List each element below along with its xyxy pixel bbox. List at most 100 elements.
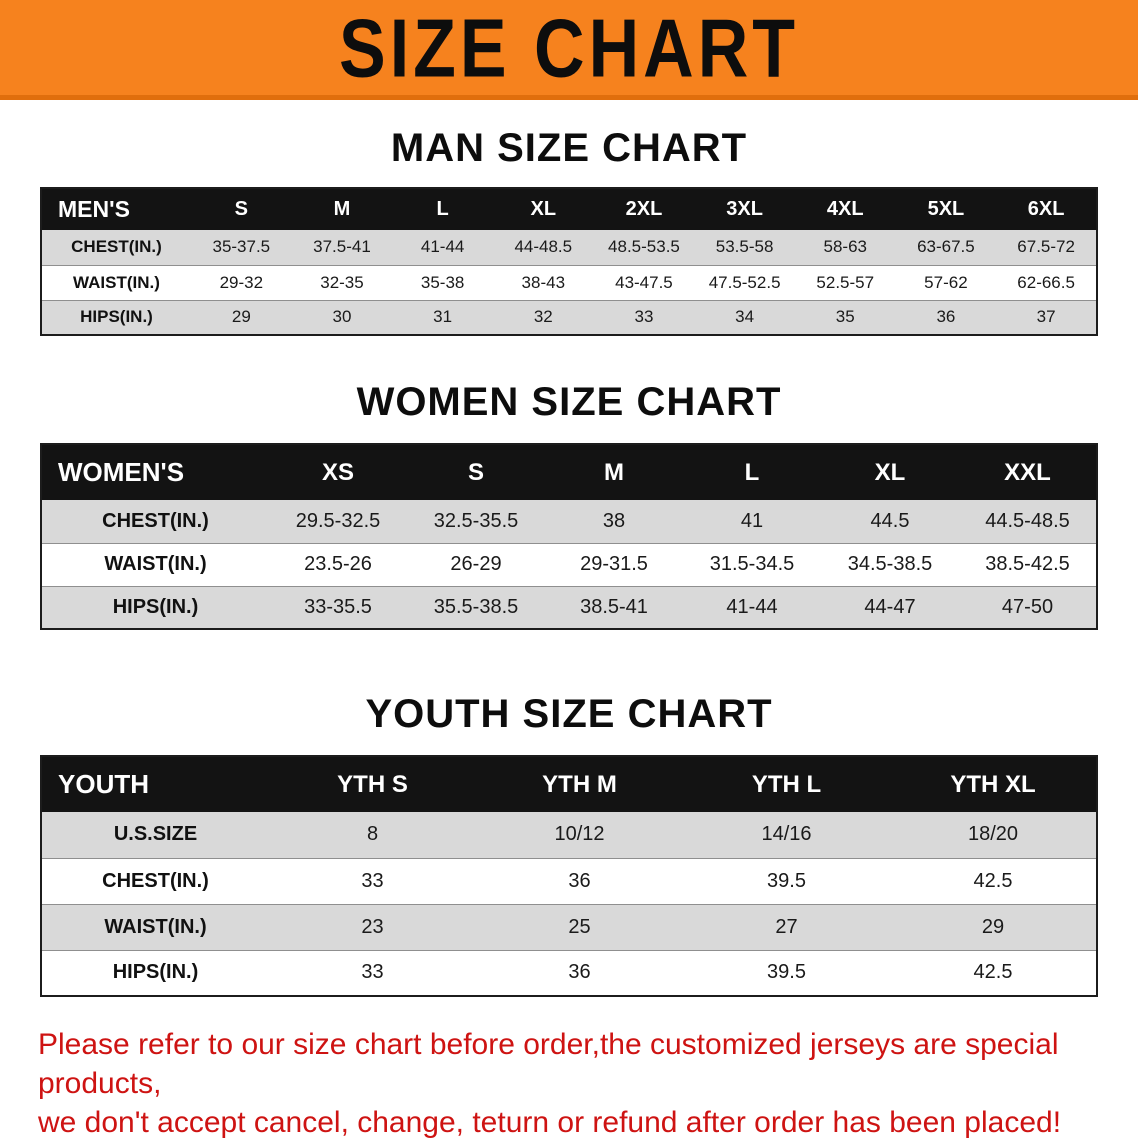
table-header-row: YOUTH YTH S YTH M YTH L YTH XL (41, 756, 1097, 812)
table-cell: 44-48.5 (492, 230, 594, 266)
row-label: HIPS(IN.) (41, 950, 269, 997)
table-cell: 38.5-42.5 (959, 543, 1097, 587)
men-section-heading: MAN SIZE CHART (390, 126, 748, 170)
row-label: HIPS(IN.) (41, 586, 269, 630)
table-row: U.S.SIZE 8 10/12 14/16 18/20 (41, 812, 1097, 859)
table-cell: 35 (794, 300, 896, 336)
women-size-section: WOMEN SIZE CHART WOMEN'S XS S M L XL XXL CHEST(… (0, 380, 1138, 630)
size-column-header: YTH M (476, 756, 683, 812)
table-cell: 44.5-48.5 (959, 500, 1097, 544)
table-cell: 35.5-38.5 (407, 586, 545, 630)
disclaimer: Please refer to our size chart before or… (38, 1025, 1118, 1142)
table-row: WAIST(IN.) 29-32 32-35 35-38 38-43 43-47.5 47.… (41, 265, 1097, 301)
row-label: HIPS(IN.) (41, 300, 191, 336)
table-cell: 32.5-35.5 (407, 500, 545, 544)
table-cell: 14/16 (683, 812, 890, 859)
men-size-table: MEN'S S M L XL 2XL 3XL 4XL 5XL 6XL CHEST(IN.) 35-37… (40, 187, 1098, 336)
table-cell: 32-35 (291, 265, 393, 301)
table-cell: 23.5-26 (269, 543, 407, 587)
row-label: CHEST(IN.) (41, 230, 191, 266)
table-row: HIPS(IN.) 29 30 31 32 33 34 35 36 37 (41, 300, 1097, 336)
table-cell: 44-47 (821, 586, 959, 630)
table-cell: 63-67.5 (895, 230, 997, 266)
row-label: WAIST(IN.) (41, 543, 269, 587)
size-column-header: L (683, 444, 821, 500)
table-cell: 41 (683, 500, 821, 544)
size-column-header: 2XL (593, 188, 695, 230)
table-cell: 29 (890, 904, 1097, 951)
row-label: CHEST(IN.) (41, 858, 269, 905)
women-size-table: WOMEN'S XS S M L XL XXL CHEST(IN.) 29.5-32.5 32.5… (40, 443, 1098, 630)
size-column-header: L (392, 188, 493, 230)
table-cell: 33 (593, 300, 695, 336)
table-cell: 57-62 (895, 265, 997, 301)
table-cell: 39.5 (683, 858, 890, 905)
table-cell: 67.5-72 (996, 230, 1097, 266)
women-section-heading: WOMEN SIZE CHART (356, 380, 782, 424)
table-cell: 37 (996, 300, 1097, 336)
table-cell: 34 (694, 300, 795, 336)
table-cell: 53.5-58 (694, 230, 795, 266)
table-corner-label: YOUTH (41, 756, 269, 812)
table-cell: 33-35.5 (269, 586, 407, 630)
table-cell: 35-37.5 (191, 230, 292, 266)
table-cell: 30 (291, 300, 393, 336)
table-cell: 43-47.5 (593, 265, 695, 301)
table-row: CHEST(IN.) 29.5-32.5 32.5-35.5 38 41 44.5 44.5… (41, 500, 1097, 544)
size-column-header: 5XL (895, 188, 997, 230)
size-column-header: XL (821, 444, 959, 500)
table-cell: 31 (392, 300, 493, 336)
table-row: CHEST(IN.) 33 36 39.5 42.5 (41, 858, 1097, 905)
table-cell: 47.5-52.5 (694, 265, 795, 301)
youth-size-section: YOUTH SIZE CHART YOUTH YTH S YTH M YTH L YTH… (0, 692, 1138, 997)
size-column-header: 3XL (694, 188, 795, 230)
table-cell: 41-44 (392, 230, 493, 266)
table-cell: 34.5-38.5 (821, 543, 959, 587)
table-cell: 8 (269, 812, 476, 859)
size-column-header: YTH XL (890, 756, 1097, 812)
size-column-header: 4XL (794, 188, 896, 230)
table-cell: 42.5 (890, 858, 1097, 905)
row-label: CHEST(IN.) (41, 500, 269, 544)
size-chart-banner: SIZE CHART (0, 0, 1138, 100)
table-cell: 27 (683, 904, 890, 951)
table-cell: 47-50 (959, 586, 1097, 630)
table-header-row: WOMEN'S XS S M L XL XXL (41, 444, 1097, 500)
youth-size-table: YOUTH YTH S YTH M YTH L YTH XL U.S.SIZE 8 10/12… (40, 755, 1098, 997)
table-row: WAIST(IN.) 23 25 27 29 (41, 904, 1097, 951)
table-cell: 26-29 (407, 543, 545, 587)
size-column-header: XL (492, 188, 594, 230)
size-column-header: YTH S (269, 756, 476, 812)
disclaimer-line-2: we don't accept cancel, change, teturn o… (38, 1106, 1062, 1139)
row-label: U.S.SIZE (41, 812, 269, 859)
table-cell: 18/20 (890, 812, 1097, 859)
table-cell: 33 (269, 858, 476, 905)
table-cell: 36 (476, 950, 683, 997)
table-cell: 37.5-41 (291, 230, 393, 266)
table-cell: 41-44 (683, 586, 821, 630)
table-cell: 52.5-57 (794, 265, 896, 301)
row-label: WAIST(IN.) (41, 265, 191, 301)
table-cell: 35-38 (392, 265, 493, 301)
table-corner-label: WOMEN'S (41, 444, 269, 500)
men-size-section: MAN SIZE CHART MEN'S S M L XL 2XL 3XL 4XL 5XL 6XL… (0, 126, 1138, 336)
table-cell: 32 (492, 300, 594, 336)
youth-section-heading: YOUTH SIZE CHART (365, 692, 773, 736)
table-corner-label: MEN'S (41, 188, 191, 230)
table-cell: 29.5-32.5 (269, 500, 407, 544)
table-row: CHEST(IN.) 35-37.5 37.5-41 41-44 44-48.5 48.5… (41, 230, 1097, 266)
table-cell: 39.5 (683, 950, 890, 997)
table-row: WAIST(IN.) 23.5-26 26-29 29-31.5 31.5-34.5 34… (41, 543, 1097, 587)
size-column-header: XXL (959, 444, 1097, 500)
size-column-header: YTH L (683, 756, 890, 812)
table-cell: 29 (191, 300, 292, 336)
table-row: HIPS(IN.) 33-35.5 35.5-38.5 38.5-41 41-44 44-… (41, 586, 1097, 630)
table-cell: 31.5-34.5 (683, 543, 821, 587)
table-cell: 23 (269, 904, 476, 951)
table-cell: 38.5-41 (545, 586, 683, 630)
table-cell: 36 (895, 300, 997, 336)
row-label: WAIST(IN.) (41, 904, 269, 951)
table-cell: 44.5 (821, 500, 959, 544)
table-cell: 29-31.5 (545, 543, 683, 587)
table-header-row: MEN'S S M L XL 2XL 3XL 4XL 5XL 6XL (41, 188, 1097, 230)
